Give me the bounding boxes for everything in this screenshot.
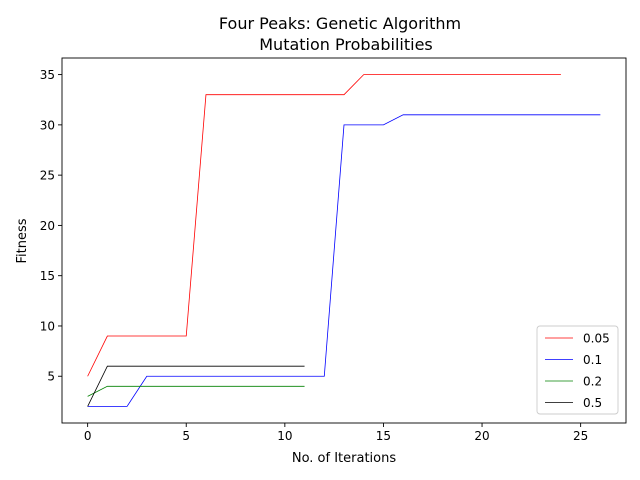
chart-title-line-2: Mutation Probabilities: [259, 35, 433, 54]
x-tick-label: 25: [573, 429, 588, 443]
legend-label: 0.5: [583, 396, 602, 410]
x-tick-label: 10: [277, 429, 292, 443]
y-tick-label: 25: [40, 169, 55, 183]
legend: 0.05 0.1 0.2 0.5: [536, 325, 619, 415]
y-tick-label: 5: [47, 370, 55, 384]
y-axis-label: Fitness: [15, 218, 30, 263]
series-line-2: [87, 385, 305, 397]
chart-title-line-1: Four Peaks: Genetic Algorithm: [219, 14, 461, 33]
legend-label: 0.1: [583, 353, 602, 367]
x-tick-label: 0: [84, 429, 92, 443]
y-tick-label: 35: [40, 68, 55, 82]
plot-area: 0 5 10 15 20 25 5 10 15 20 25 30 35 0.05 0.1 0.2 0.5: [40, 57, 627, 443]
plot-frame: [61, 57, 627, 424]
x-tick-label: 5: [182, 429, 190, 443]
series-line-1: [87, 114, 601, 407]
legend-label: 0.05: [583, 332, 610, 346]
series-line-0: [87, 74, 561, 377]
legend-label: 0.2: [583, 375, 602, 389]
x-tick-label: 15: [376, 429, 391, 443]
y-tick-label: 20: [40, 219, 55, 233]
series-line-3: [87, 365, 305, 407]
x-tick-label: 20: [474, 429, 489, 443]
y-tick-label: 30: [40, 118, 55, 132]
y-tick-label: 15: [40, 269, 55, 283]
y-tick-label: 10: [40, 319, 55, 333]
x-axis-label: No. of Iterations: [292, 451, 397, 466]
legend-box: [536, 325, 619, 415]
